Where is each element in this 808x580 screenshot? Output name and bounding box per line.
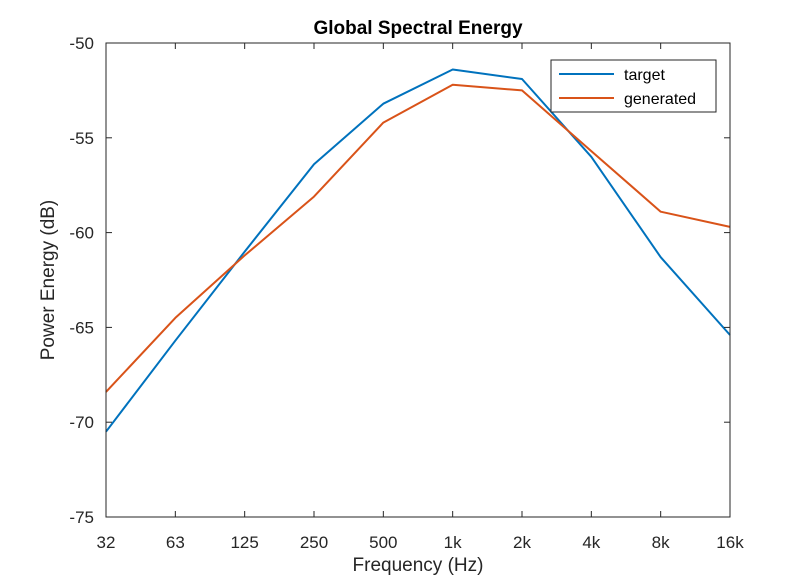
y-tick-label: -55 bbox=[69, 129, 94, 148]
x-tick-label: 2k bbox=[513, 533, 531, 552]
x-tick-label: 4k bbox=[582, 533, 600, 552]
ticks-layer: 32 63 125 250 500 1k 2k 4k 8k 16k -75 -70 -65 -60 -55 -… bbox=[69, 34, 744, 552]
x-tick-label: 32 bbox=[97, 533, 116, 552]
series-layer bbox=[105, 68, 731, 433]
x-tick-label: 500 bbox=[369, 533, 397, 552]
x-tick-label: 16k bbox=[716, 533, 744, 552]
x-tick-label: 125 bbox=[230, 533, 258, 552]
plot-area bbox=[106, 43, 730, 517]
x-tick-label: 63 bbox=[166, 533, 185, 552]
y-tick-label: -75 bbox=[69, 508, 94, 527]
legend: target generated bbox=[550, 59, 717, 113]
x-tick-label: 250 bbox=[300, 533, 328, 552]
chart-title: Global Spectral Energy bbox=[313, 18, 522, 39]
series-line-target bbox=[105, 68, 731, 433]
legend-label-target: target bbox=[624, 67, 665, 84]
y-tick-label: -70 bbox=[69, 413, 94, 432]
x-tick-label: 1k bbox=[444, 533, 462, 552]
y-tick-label: -50 bbox=[69, 34, 94, 53]
series-line-generated bbox=[105, 83, 731, 393]
x-tick-label: 8k bbox=[652, 533, 670, 552]
y-axis-label: Power Energy (dB) bbox=[38, 200, 59, 361]
x-axis-label: Frequency (Hz) bbox=[353, 555, 484, 576]
legend-box bbox=[550, 59, 717, 113]
y-tick-label: -60 bbox=[69, 224, 94, 243]
legend-label-generated: generated bbox=[624, 91, 696, 108]
plot-frame bbox=[105, 42, 731, 518]
y-tick-label: -65 bbox=[69, 318, 94, 337]
